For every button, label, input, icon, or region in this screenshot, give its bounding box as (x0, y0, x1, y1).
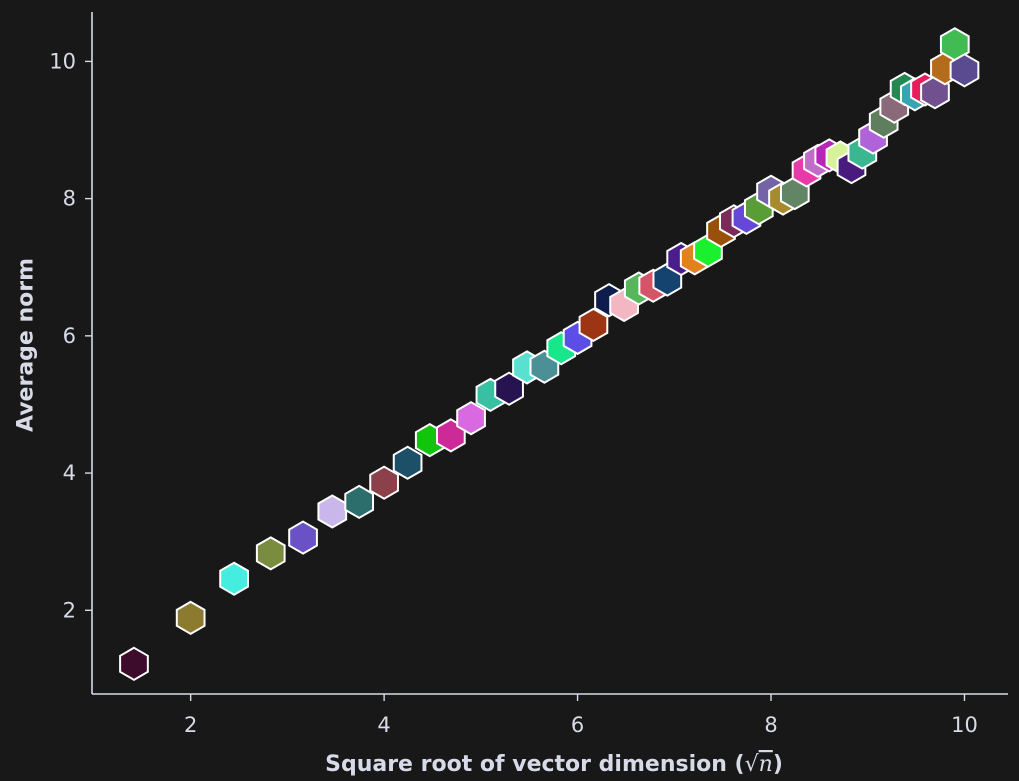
data-point (344, 484, 375, 520)
axes: 2 4 6 8 10 2 4 6 8 10 (49, 12, 1008, 737)
data-point (920, 75, 950, 110)
data-points (119, 27, 980, 681)
y-tick-label: 4 (63, 461, 76, 485)
x-tick-label: 6 (571, 713, 584, 737)
data-point (288, 520, 318, 555)
data-point (949, 53, 980, 88)
data-point (369, 465, 399, 500)
y-tick-label: 2 (63, 598, 76, 622)
x-axis-title-variable: n (759, 752, 773, 777)
data-point (119, 646, 149, 681)
x-axis-title-radical: √ (745, 752, 760, 777)
data-point (175, 600, 206, 635)
data-point (456, 401, 486, 436)
x-axis-title-prefix: Square root of vector dimension ( (325, 752, 745, 777)
y-axis-ticks: 2 4 6 8 10 (49, 49, 92, 622)
y-tick-label: 6 (63, 324, 76, 348)
data-point (219, 561, 249, 596)
x-tick-label: 2 (184, 713, 197, 737)
x-tick-label: 10 (951, 713, 978, 737)
x-tick-label: 8 (764, 713, 777, 737)
x-tick-label: 4 (377, 713, 390, 737)
data-point (578, 307, 609, 343)
x-axis-title-suffix: ) (773, 752, 783, 777)
data-point (317, 494, 348, 529)
y-axis-title: Average norm (14, 258, 39, 432)
data-point (392, 445, 423, 480)
y-tick-label: 10 (49, 49, 76, 73)
data-point (255, 536, 286, 571)
y-tick-label: 8 (63, 187, 76, 211)
x-axis-ticks: 2 4 6 8 10 (184, 694, 978, 737)
x-axis-title: Square root of vector dimension (√n) (325, 752, 783, 777)
